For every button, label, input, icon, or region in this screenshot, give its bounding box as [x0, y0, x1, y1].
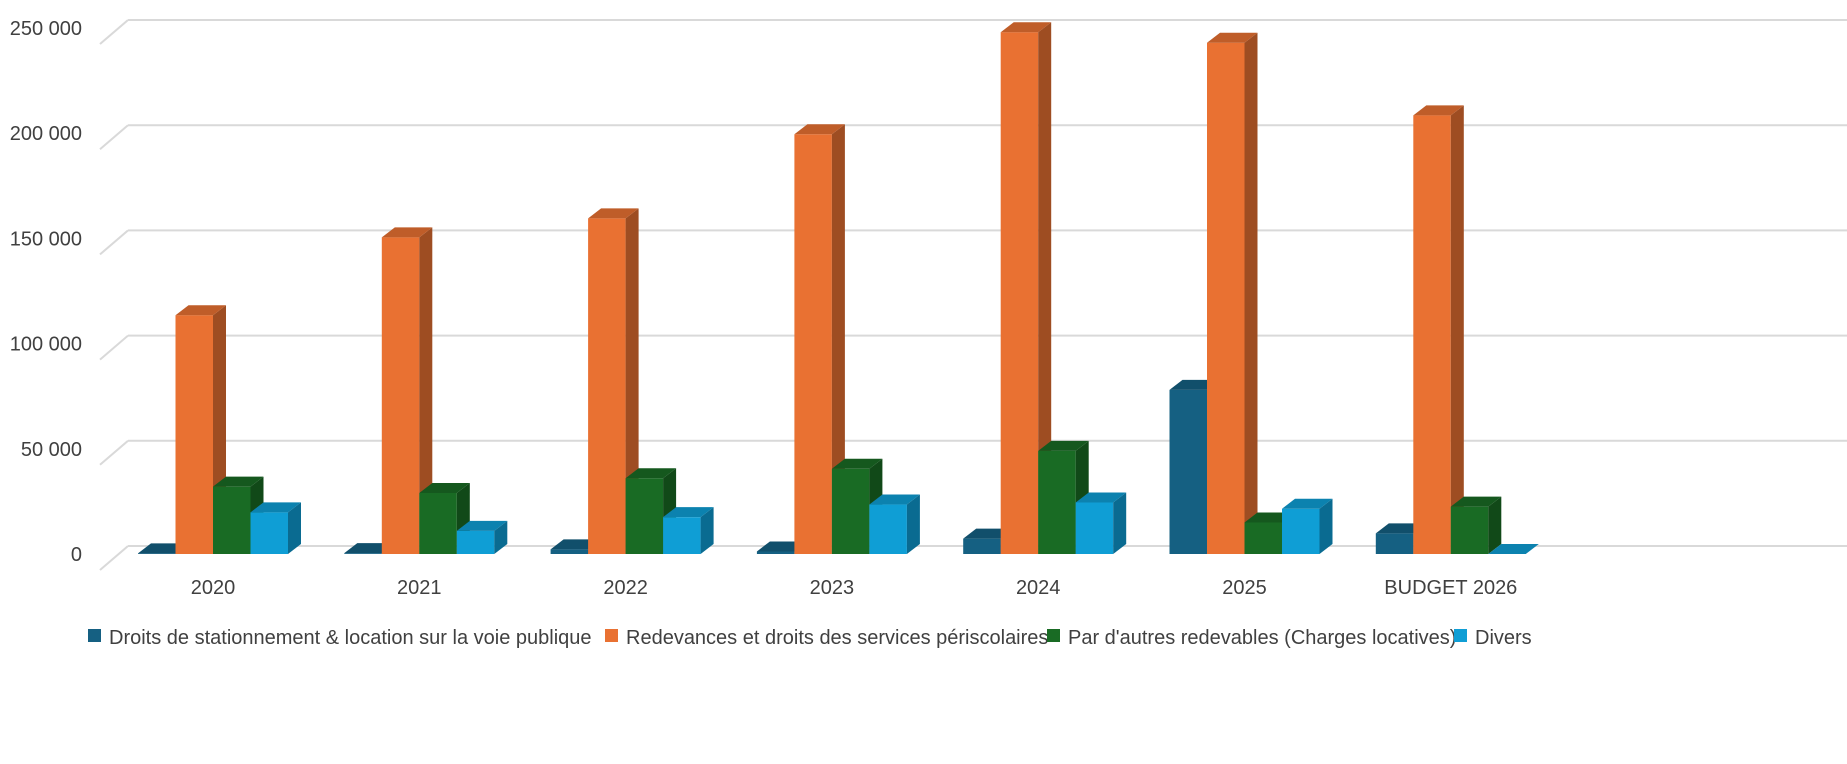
bar-top: [456, 520, 508, 531]
bar: [175, 315, 213, 554]
x-tick-label: 2022: [603, 577, 648, 599]
y-tick-label: 250 000: [10, 18, 82, 40]
bar: [588, 218, 626, 555]
bar: [1450, 506, 1489, 554]
bar: [138, 553, 176, 554]
y-axis-ticks: 0 50 000 100 000 150 000 200 000 250 000: [10, 18, 82, 566]
y-tick-label: 0: [71, 544, 82, 566]
bar-side: [625, 208, 639, 555]
y-tick-label: 150 000: [10, 228, 82, 250]
x-tick-label: BUDGET 2026: [1384, 577, 1517, 599]
legend-label: Par d'autres redevables (Charges locativ…: [1068, 627, 1456, 649]
bar-top: [1413, 105, 1464, 116]
bar-side: [494, 520, 508, 554]
bar: [1075, 502, 1114, 554]
bar: [663, 517, 701, 554]
bar: [756, 551, 795, 554]
legend-label: Divers: [1475, 627, 1532, 649]
legend-swatch: [605, 629, 618, 642]
bar: [1282, 508, 1320, 554]
bar: [381, 237, 420, 554]
bar-side: [1038, 22, 1052, 554]
bar-top: [1450, 496, 1502, 507]
bar: [344, 553, 382, 554]
y-tick-label: 200 000: [10, 123, 82, 145]
bar-side: [1244, 32, 1258, 554]
legend: Droits de stationnement & location sur l…: [88, 627, 1532, 649]
bar: [963, 538, 1001, 554]
bar-side: [1113, 492, 1127, 554]
gridline-slant: [99, 124, 129, 150]
bar: [1244, 522, 1282, 554]
bar-top: [1000, 22, 1052, 33]
bar-top: [419, 482, 470, 493]
bar-top: [1207, 32, 1258, 43]
gridline-slant: [99, 440, 129, 466]
bar-top: [1038, 440, 1089, 451]
bar: [794, 134, 832, 554]
gridline-slant: [99, 334, 129, 361]
bar-top: [831, 458, 883, 469]
bar-side: [831, 124, 845, 554]
bar: [831, 468, 870, 554]
x-tick-label: 2020: [191, 577, 236, 599]
bar-top: [1075, 492, 1127, 503]
x-tick-label: 2023: [810, 577, 855, 599]
bar-top: [1488, 544, 1539, 554]
x-axis-ticks: 2020 2021 2022 2023 2024 2025 BUDGET 2026: [191, 577, 1518, 599]
gridline-slant: [99, 229, 129, 256]
legend-swatch: [1454, 629, 1467, 642]
bar-side: [1319, 498, 1333, 554]
legend-swatch: [1047, 629, 1060, 642]
bar: [1038, 450, 1076, 554]
bar: [550, 549, 589, 554]
bar-top: [663, 507, 714, 518]
x-tick-label: 2025: [1222, 577, 1267, 599]
y-tick-label: 50 000: [21, 439, 82, 461]
bar-top: [1282, 498, 1333, 509]
bar-top: [213, 476, 264, 487]
bar-top: [381, 227, 433, 238]
bar: [250, 512, 288, 554]
bar-side: [906, 494, 920, 554]
bar: [1375, 533, 1414, 554]
bar-side: [1488, 496, 1502, 554]
gridline-slant: [99, 545, 129, 571]
bars: [138, 22, 1539, 555]
legend-label: Redevances et droits des services périsc…: [626, 627, 1048, 649]
legend-label: Droits de stationnement & location sur l…: [109, 627, 592, 649]
bar-side: [1450, 105, 1464, 554]
bar-side: [700, 507, 714, 554]
legend-swatch: [88, 629, 101, 642]
bar: [213, 486, 251, 554]
bar-top: [625, 468, 677, 479]
x-tick-label: 2021: [397, 577, 442, 599]
bar: [1207, 42, 1245, 555]
y-tick-label: 100 000: [10, 334, 82, 356]
bar-side: [288, 502, 301, 554]
bar: [419, 492, 457, 554]
bar-top: [175, 305, 226, 316]
bar-top: [794, 124, 845, 135]
bar-side: [419, 227, 433, 554]
bar: [869, 504, 907, 554]
bar: [625, 478, 664, 554]
bar: [1169, 389, 1207, 554]
gridline-slant: [99, 19, 129, 45]
bar: [456, 530, 495, 554]
bar-top: [869, 494, 920, 505]
bar-top: [250, 502, 301, 513]
grid-lines: [99, 19, 1847, 571]
x-tick-label: 2024: [1016, 577, 1061, 599]
bar: [1413, 115, 1451, 554]
bar: [1000, 32, 1039, 554]
bar-top: [588, 208, 639, 219]
